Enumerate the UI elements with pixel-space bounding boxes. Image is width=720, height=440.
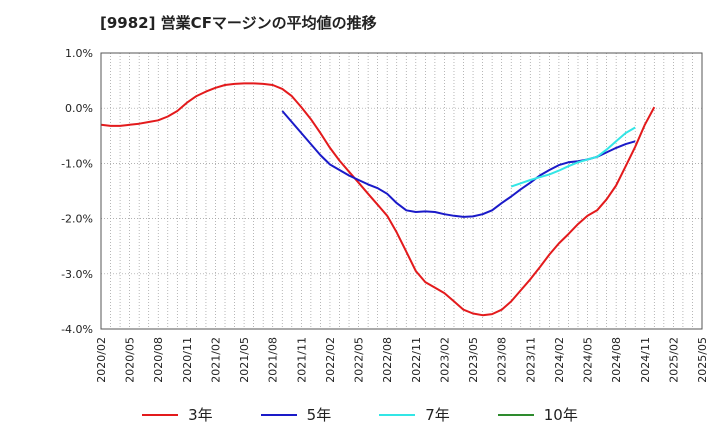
legend-swatch-3y — [142, 413, 179, 416]
x-tick-label: 2021/11 — [295, 337, 308, 383]
y-tick-label: 1.0% — [65, 47, 93, 60]
x-axis: 2020/02 2020/05 2020/08 2020/11 2021/02 2021/… — [95, 337, 709, 383]
legend-swatch-5y — [260, 413, 297, 416]
x-tick-label: 2023/05 — [467, 337, 480, 383]
x-tick-label: 2020/05 — [124, 337, 137, 383]
x-tick-label: 2024/05 — [582, 337, 595, 383]
series-line-0 — [100, 82, 656, 317]
x-tick-label: 2022/05 — [353, 337, 366, 383]
y-axis: 1.0% 0.0% -1.0% -2.0% -3.0% -4.0% — [61, 47, 93, 336]
plot-frame — [100, 52, 703, 330]
x-tick-label: 2021/05 — [238, 337, 251, 383]
x-tick-label: 2023/02 — [438, 337, 451, 383]
y-tick-label: -2.0% — [61, 213, 93, 226]
x-tick-label: 2024/08 — [610, 337, 623, 383]
x-tick-label: 2022/02 — [324, 337, 337, 383]
legend-item-10y: 10年 — [497, 404, 578, 425]
legend-label-3y: 3年 — [188, 406, 213, 424]
legend-label-10y: 10年 — [543, 406, 578, 424]
x-tick-label: 2024/02 — [553, 337, 566, 383]
series-layer — [100, 82, 656, 317]
x-tick-label: 2022/08 — [381, 337, 394, 383]
y-tick-label: -4.0% — [61, 323, 93, 336]
x-tick-label: 2024/11 — [639, 337, 652, 383]
y-tick-label: -3.0% — [61, 268, 93, 281]
legend-swatch-10y — [497, 413, 534, 416]
y-tick-label: -1.0% — [61, 157, 93, 170]
x-tick-label: 2020/02 — [95, 337, 108, 383]
x-tick-label: 2022/11 — [410, 337, 423, 383]
y-tick-label: 0.0% — [65, 102, 93, 115]
legend: 3年 5年 7年 10年 — [0, 404, 720, 425]
series-line-1 — [281, 110, 636, 218]
x-tick-label: 2020/11 — [181, 337, 194, 383]
x-tick-label: 2025/05 — [696, 337, 709, 383]
grid-layer — [100, 52, 703, 330]
legend-item-7y: 7年 — [379, 404, 450, 425]
x-tick-label: 2023/08 — [496, 337, 509, 383]
x-tick-label: 2020/08 — [152, 337, 165, 383]
x-tick-label: 2021/08 — [267, 337, 280, 383]
legend-item-5y: 5年 — [260, 404, 332, 425]
legend-label-5y: 5年 — [306, 406, 332, 424]
x-tick-label: 2023/11 — [524, 337, 537, 383]
legend-item-3y: 3年 — [142, 404, 213, 425]
line-chart: 1.0%0.0%-1.0%-2.0%-3.0%-4.0% 2020/02 2020… — [61, 47, 709, 383]
legend-label-7y: 7年 — [425, 406, 450, 424]
series-line-2 — [510, 126, 636, 188]
chart-title: [9982] 営業CFマージンの平均値の推移 — [100, 14, 377, 32]
x-tick-label: 2021/02 — [209, 337, 222, 383]
legend-swatch-7y — [379, 413, 416, 416]
x-tick-label: 2025/02 — [667, 337, 680, 383]
